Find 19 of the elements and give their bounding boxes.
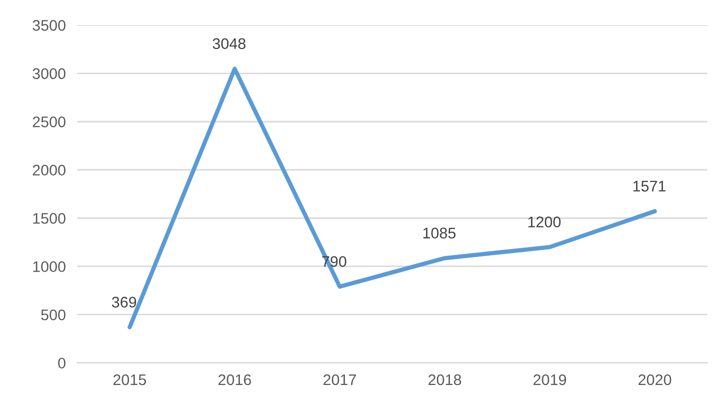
y-tick-label: 2000: [32, 164, 66, 176]
data-label: 369: [112, 296, 136, 308]
y-tick-label: 3500: [32, 20, 66, 31]
y-tick-label: 3000: [32, 68, 66, 80]
x-tick-label: 2019: [534, 374, 566, 386]
x-tick-label: 2017: [323, 374, 356, 386]
x-tick-label: 2016: [218, 374, 252, 386]
data-label: 1200: [528, 216, 561, 228]
y-tick-label: 2500: [32, 116, 66, 128]
data-label: 1085: [423, 228, 456, 238]
x-tick-label: 2020: [638, 374, 672, 386]
y-tick-label: 500: [41, 309, 66, 320]
y-tick-label: 1500: [33, 212, 66, 224]
x-tick-label: 2018: [428, 374, 462, 386]
data-label: 3048: [212, 38, 246, 50]
y-tick-label: 0: [58, 358, 66, 369]
x-tick-label: 2015: [113, 374, 146, 386]
data-label: 1571: [633, 180, 666, 192]
y-tick-label: 1000: [33, 261, 66, 272]
